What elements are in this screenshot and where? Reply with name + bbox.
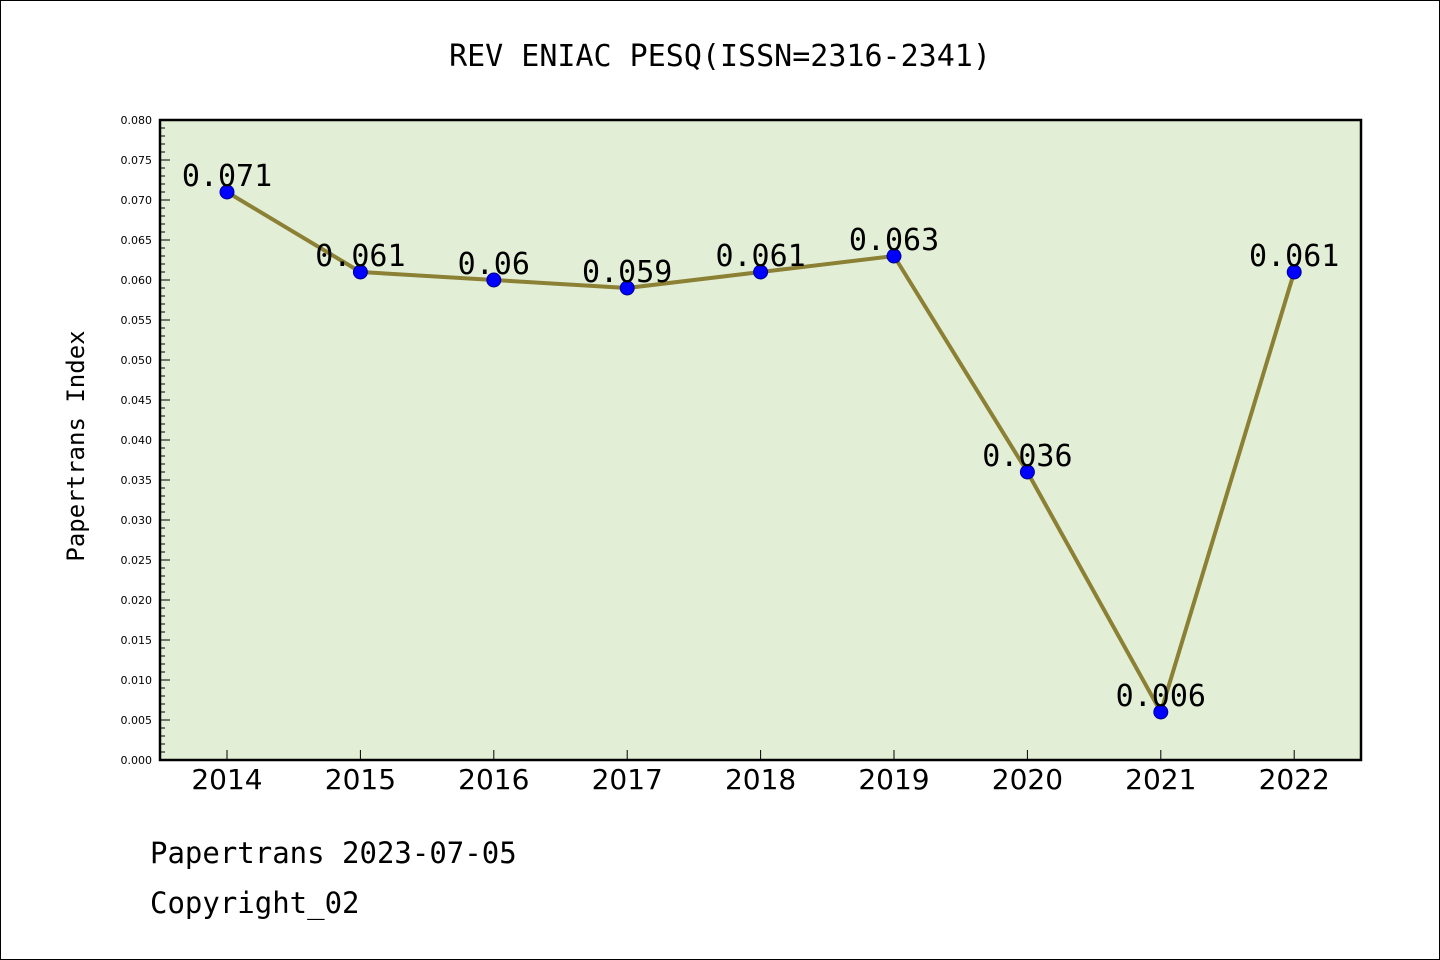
data-point	[219, 184, 235, 200]
data-label: 0.063	[849, 223, 939, 258]
data-label: 0.071	[182, 159, 272, 194]
y-tick-label: 0.050	[121, 354, 153, 367]
data-point	[753, 264, 769, 280]
x-tick-label: 2020	[992, 763, 1063, 796]
y-tick-label: 0.000	[121, 754, 153, 767]
y-tick-label: 0.005	[121, 714, 153, 727]
data-point	[1286, 264, 1302, 280]
data-label: 0.036	[982, 439, 1072, 474]
series-markers	[219, 184, 1302, 720]
x-tick-label: 2016	[458, 763, 529, 796]
data-point	[352, 264, 368, 280]
footer-copyright: Copyright_02	[150, 886, 360, 920]
data-label: 0.061	[315, 239, 405, 274]
data-point	[1153, 704, 1169, 720]
y-tick-label: 0.045	[121, 394, 153, 407]
plot-area	[160, 120, 1361, 760]
plot-border	[158, 118, 1363, 762]
data-point	[886, 248, 902, 264]
x-tick-label: 2019	[858, 763, 929, 796]
y-tick-label: 0.040	[121, 434, 153, 447]
x-tick-label: 2015	[325, 763, 396, 796]
y-tick-label: 0.075	[121, 154, 153, 167]
y-tick-label: 0.055	[121, 314, 153, 327]
x-tick-label: 2017	[592, 763, 663, 796]
y-tick-label: 0.030	[121, 514, 153, 527]
y-tick-label: 0.060	[121, 274, 153, 287]
data-labels: 0.071 0.061 0.06 0.059 0.061 0.063 0.036 0.006 0…	[182, 159, 1340, 714]
y-tick-label: 0.015	[121, 634, 153, 647]
y-axis-label: Papertrans Index	[62, 330, 90, 561]
data-label: 0.06	[458, 247, 530, 282]
y-axis-ticks: 0.000 0.005 0.010 0.015 0.020 0.025 0.030 0.035…	[121, 114, 170, 767]
x-axis-ticks: 2014 2015 2016 2017 2018 2019 2020 2021 2022	[191, 750, 1330, 796]
x-tick-label: 2021	[1125, 763, 1196, 796]
y-tick-label: 0.020	[121, 594, 153, 607]
y-tick-label: 0.035	[121, 474, 153, 487]
data-label: 0.059	[582, 255, 672, 290]
y-tick-label: 0.010	[121, 674, 153, 687]
x-tick-label: 2014	[191, 763, 262, 796]
data-point	[619, 280, 635, 296]
y-tick-label: 0.065	[121, 234, 153, 247]
y-tick-label: 0.025	[121, 554, 153, 567]
y-tick-label: 0.080	[121, 114, 153, 127]
data-point	[486, 272, 502, 288]
data-label: 0.061	[1249, 239, 1339, 274]
data-label: 0.061	[715, 239, 805, 274]
y-tick-label: 0.070	[121, 194, 153, 207]
data-point	[1019, 464, 1035, 480]
chart-title: REV ENIAC PESQ(ISSN=2316-2341)	[449, 39, 991, 74]
x-tick-label: 2022	[1259, 763, 1330, 796]
data-label: 0.006	[1116, 679, 1206, 714]
footer-date: Papertrans 2023-07-05	[150, 836, 517, 870]
x-tick-label: 2018	[725, 763, 796, 796]
